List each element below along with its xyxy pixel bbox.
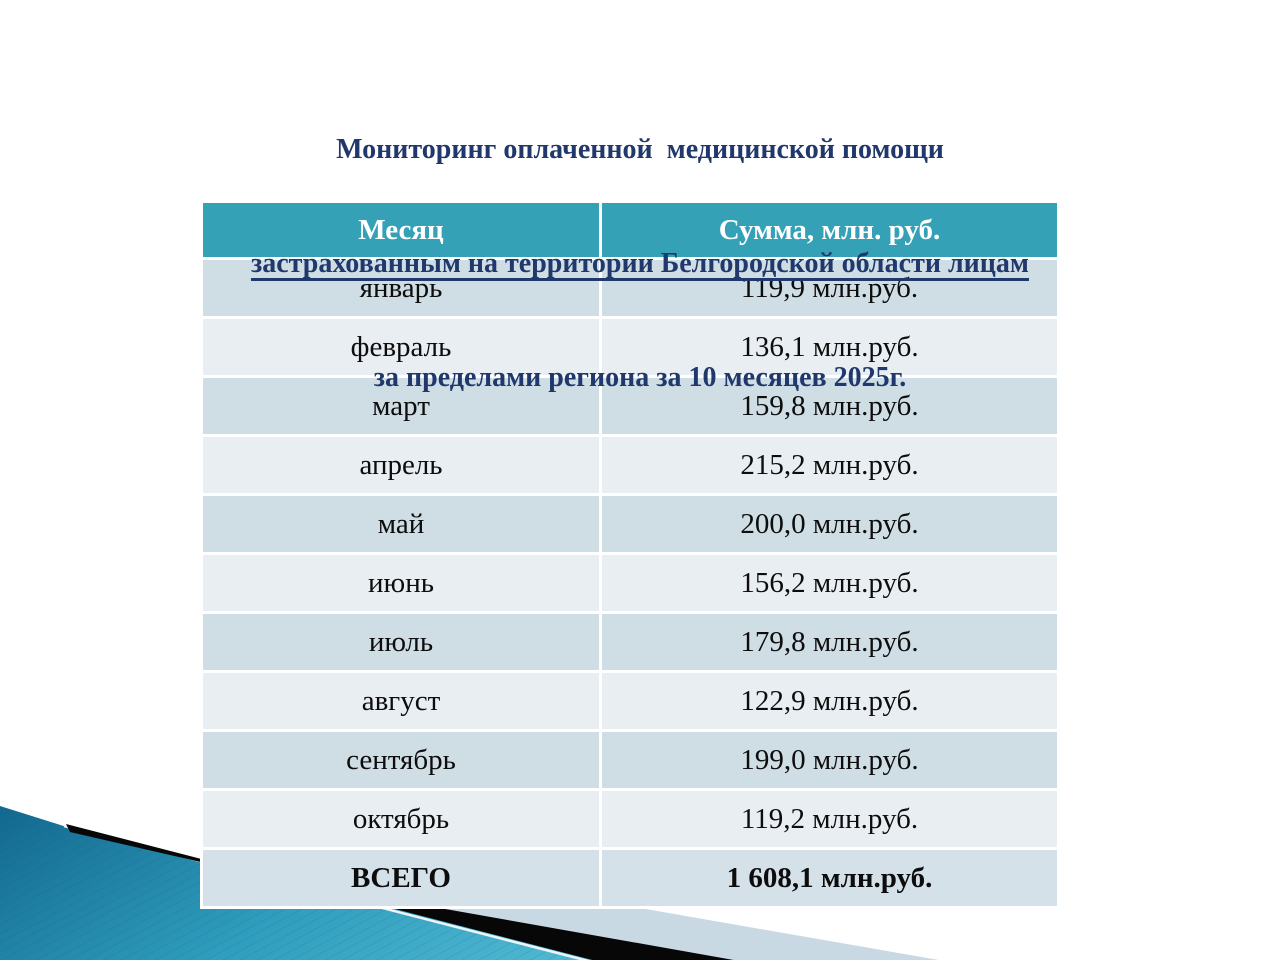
page-title: Мониторинг оплаченной медицинской помощи… [0,55,1280,435]
month-cell: октябрь [203,791,599,847]
month-cell: февраль [203,319,599,375]
amount-cell: 136,1 млн.руб. [602,319,1057,375]
table-header-month: Месяц [203,203,599,257]
title-line-2: застрахованным на территории Белгородско… [250,248,1029,279]
month-cell: май [203,496,599,552]
month-cell: январь [203,260,599,316]
amount-cell: 159,8 млн.руб. [602,378,1057,434]
amount-cell: 119,2 млн.руб. [602,791,1057,847]
month-cell: ВСЕГО [203,850,599,906]
table-row: июнь 156,2 млн.руб. [203,555,1057,611]
table-header-amount: Сумма, млн. руб. [602,203,1057,257]
amount-cell: 119,9 млн.руб. [602,260,1057,316]
table-header-row: Месяц Сумма, млн. руб. [203,203,1057,257]
month-cell: июль [203,614,599,670]
month-cell: апрель [203,437,599,493]
table-row: март 159,8 млн.руб. [203,378,1057,434]
amount-cell: 179,8 млн.руб. [602,614,1057,670]
table-row: май 200,0 млн.руб. [203,496,1057,552]
table-row: ВСЕГО 1 608,1 млн.руб. [203,850,1057,906]
month-cell: август [203,673,599,729]
month-cell: июнь [203,555,599,611]
month-cell: март [203,378,599,434]
table-row: август 122,9 млн.руб. [203,673,1057,729]
table-row: сентябрь 199,0 млн.руб. [203,732,1057,788]
amount-cell: 1 608,1 млн.руб. [602,850,1057,906]
title-line-3: за пределами региона за 10 месяцев 2025г… [373,362,907,393]
table-row: июль 179,8 млн.руб. [203,614,1057,670]
amount-cell: 200,0 млн.руб. [602,496,1057,552]
table-row: октябрь 119,2 млн.руб. [203,791,1057,847]
amount-cell: 199,0 млн.руб. [602,732,1057,788]
table-row: февраль 136,1 млн.руб. [203,319,1057,375]
table-row: январь 119,9 млн.руб. [203,260,1057,316]
amount-cell: 215,2 млн.руб. [602,437,1057,493]
table-row: апрель 215,2 млн.руб. [203,437,1057,493]
month-cell: сентябрь [203,732,599,788]
amount-cell: 156,2 млн.руб. [602,555,1057,611]
amount-cell: 122,9 млн.руб. [602,673,1057,729]
title-line-1: Мониторинг оплаченной медицинской помощи [336,134,944,165]
